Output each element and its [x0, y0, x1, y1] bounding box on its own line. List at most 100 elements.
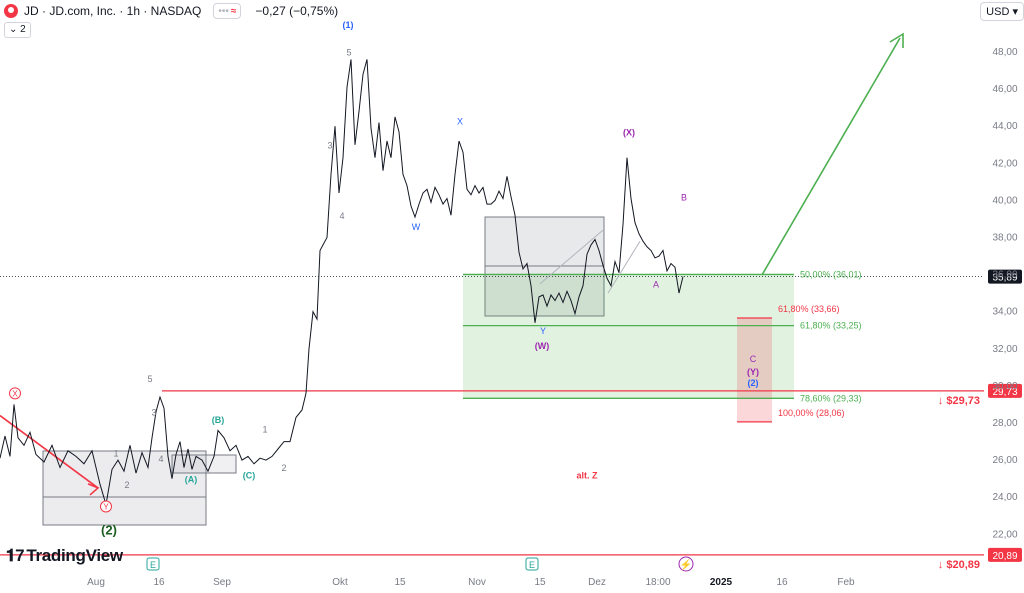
price-tag-label: 29,73	[992, 387, 1017, 398]
x-tick-label: 2025	[710, 577, 733, 588]
x-tick-label: Sep	[213, 577, 231, 588]
fib-target-zone	[463, 274, 794, 399]
fib-label: 61,80% (33,25)	[800, 321, 862, 331]
x-tick-label: Feb	[837, 577, 855, 588]
wave-label: 2	[124, 480, 129, 490]
tradingview-logo[interactable]: 𝟏7 TradingView	[6, 546, 123, 566]
arrow-head-icon	[889, 32, 904, 48]
lightning-icon: ⚡	[680, 558, 692, 571]
price-axis: 29,73 20,89 35,89 22,00 24,00 26,00 28,00 30,00…	[988, 47, 1022, 562]
chart-header: JD · JD.com, Inc. · 1h · NASDAQ ••• ≈ −0…	[0, 0, 338, 22]
arrow-head-icon	[87, 483, 100, 496]
symbol-title[interactable]: JD · JD.com, Inc. · 1h · NASDAQ	[24, 4, 202, 18]
wave-label: A	[653, 280, 659, 290]
x-tick-label: Okt	[332, 577, 348, 588]
wave-circle-icon	[100, 500, 112, 513]
y-tick-label: 40,00	[992, 195, 1017, 206]
wave-label: 1	[262, 424, 267, 434]
wave-label: (C)	[243, 471, 256, 481]
wave-label: (1)	[343, 20, 354, 30]
wave-label: X	[457, 116, 463, 126]
x-tick-label: 15	[534, 577, 546, 588]
wave-label: 3	[151, 408, 156, 418]
y-tick-label: 28,00	[992, 418, 1017, 429]
y-tick-label: 26,00	[992, 455, 1017, 466]
y-tick-label: 48,00	[992, 47, 1017, 58]
y-tick-label: 44,00	[992, 121, 1017, 132]
wave-label: Y	[540, 326, 546, 336]
x-tick-label: 18:00	[645, 577, 670, 588]
earnings-marker-label: E	[150, 560, 156, 570]
wave-circle-label: X	[12, 389, 18, 398]
wave-label: B	[681, 192, 687, 202]
wave-label: 2	[281, 463, 286, 473]
wave-circle-icon	[9, 387, 21, 400]
price-change: −0,27 (−0,75%)	[255, 4, 339, 18]
last-price-tag	[988, 269, 1022, 284]
wave-label: alt. Z	[576, 471, 598, 481]
collapse-indicator-button[interactable]: ⌄ 2	[4, 22, 31, 38]
x-tick-label: Dez	[588, 577, 606, 588]
y-tick-label: 34,00	[992, 307, 1017, 318]
fib-label: 50,00% (36,01)	[800, 269, 862, 279]
currency-selector[interactable]: USD ▾	[980, 2, 1024, 21]
x-tick-label: 15	[394, 577, 406, 588]
earnings-marker-icon	[146, 557, 160, 571]
x-tick-label: Aug	[87, 577, 105, 588]
wave-label: 4	[339, 211, 344, 221]
y-tick-label: 38,00	[992, 233, 1017, 244]
price-series-line	[0, 59, 684, 505]
dividend-marker-icon	[678, 556, 694, 572]
earnings-marker-label: E	[529, 560, 535, 570]
wave-label: C	[750, 354, 757, 364]
wave-label: (2)	[101, 522, 117, 537]
brand-text: TradingView	[26, 546, 123, 565]
indicator-pill[interactable]: ••• ≈	[213, 3, 242, 19]
tradingview-mark-icon: 𝟏7	[6, 546, 25, 565]
wave-label: (W)	[535, 341, 550, 351]
y-tick-label: 24,00	[992, 492, 1017, 503]
projection-arrow	[761, 37, 901, 276]
chevron-down-icon: ▾	[1012, 6, 1018, 18]
x-tick-label: 16	[153, 577, 165, 588]
wave-label: 1	[113, 448, 118, 458]
time-axis: Aug 16 Sep Okt 15 Nov 15 Dez 18:00 2025 16 Feb	[87, 577, 855, 588]
correction-box-aug	[42, 450, 207, 526]
jd-logo-icon	[4, 4, 18, 18]
earnings-marker-icon	[525, 557, 539, 571]
fib-label: 100,00% (28,06)	[778, 408, 845, 418]
x-tick-label: 16	[776, 577, 788, 588]
last-price-label: 35,89	[992, 273, 1017, 284]
wave-labels: 50,00% (36,01) 61,80% (33,25) 78,60% (29,3…	[9, 20, 980, 572]
price-tag-label: 20,89	[992, 551, 1017, 562]
y-tick-label: 32,00	[992, 344, 1017, 355]
red-target-zone	[737, 318, 772, 422]
y-tick-label: 46,00	[992, 84, 1017, 95]
wave-label: (A)	[185, 474, 198, 484]
currency-label: USD	[986, 6, 1010, 18]
wave-label: (B)	[212, 415, 225, 425]
dots-icon: •••	[218, 5, 229, 17]
wave-label: 3	[327, 140, 332, 150]
wave-label: (Y)	[747, 367, 759, 377]
wave-circle-label: Y	[103, 502, 109, 511]
indicator-count: 2	[20, 24, 26, 35]
wave-label: 5	[147, 374, 152, 384]
wave-label: (2)	[748, 378, 759, 388]
fib-label: 78,60% (29,33)	[800, 393, 862, 403]
wave-label: W	[412, 222, 421, 232]
x-tick-label: Nov	[468, 577, 486, 588]
price-tag	[988, 383, 1022, 398]
wave-label: 4	[158, 454, 163, 464]
wave-label: 5	[346, 48, 351, 58]
wave-label: (X)	[623, 127, 635, 137]
trend-line	[539, 229, 604, 285]
alert-label: ↓ $29,73	[938, 395, 980, 407]
y-tick-label: 30,00	[992, 381, 1017, 392]
alert-label: ↓ $20,89	[938, 559, 980, 571]
y-tick-label: 42,00	[992, 158, 1017, 169]
y-tick-label: 22,00	[992, 529, 1017, 540]
approx-icon: ≈	[230, 5, 237, 17]
chart-annotations	[0, 32, 984, 556]
